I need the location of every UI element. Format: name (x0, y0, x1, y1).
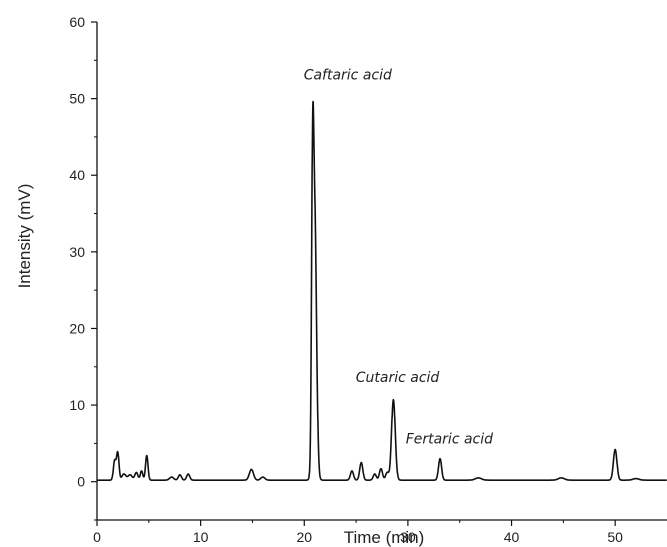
x-tick-label: 0 (93, 529, 101, 545)
peak-annotation: Fertaric acid (406, 431, 493, 447)
x-tick-label: 40 (504, 529, 520, 545)
y-tick-label: 50 (69, 91, 85, 107)
x-axis-title: Time (min) (344, 528, 425, 547)
x-tick-label: 50 (607, 529, 623, 545)
y-tick-label: 60 (69, 14, 85, 30)
x-tick-label: 20 (296, 529, 312, 545)
y-tick-label: 20 (69, 320, 85, 336)
y-axis-title: Intensity (mV) (15, 184, 34, 289)
peak-annotation: Cutaric acid (356, 370, 440, 386)
x-tick-label: 10 (193, 529, 209, 545)
y-tick-label: 40 (69, 167, 85, 183)
chromatogram-trace (97, 100, 667, 481)
ticks: 0 10 20 30 40 50 0 10 20 30 40 50 60 (69, 14, 623, 545)
peak-annotation: Caftaric acid (304, 67, 392, 83)
y-tick-label: 30 (69, 244, 85, 260)
annotations: Caftaric acid Cutaric acid Fertaric acid (304, 67, 493, 447)
x-tick-label: 30 (400, 529, 416, 545)
y-tick-label: 10 (69, 397, 85, 413)
y-tick-label: 0 (77, 474, 85, 490)
axes (96, 22, 667, 521)
